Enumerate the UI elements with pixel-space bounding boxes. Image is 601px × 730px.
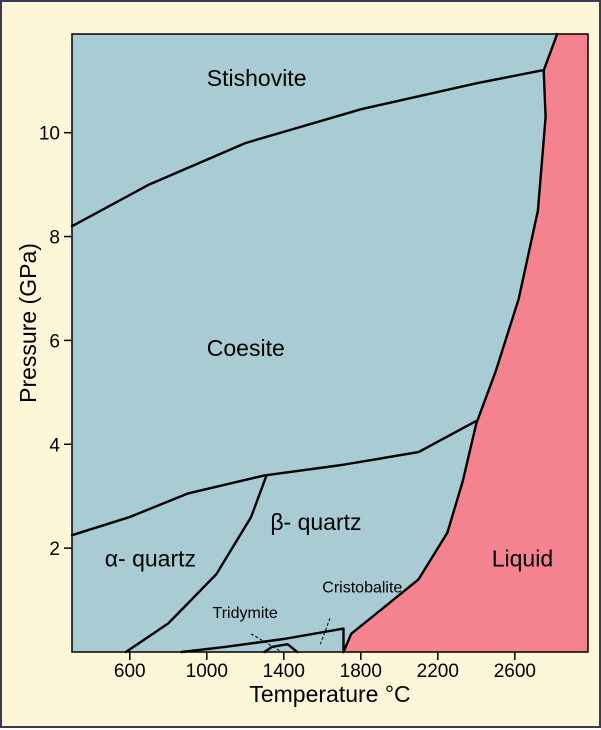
- phase-label-stishovite: Stishovite: [207, 65, 307, 91]
- leader-line-1: [250, 633, 283, 653]
- x-tick-label: 2600: [494, 661, 536, 682]
- boundary-tridymite-cristobalite: [180, 627, 345, 654]
- phase-label-quartz: β- quartz: [270, 509, 361, 535]
- x-tick-label: 1800: [340, 661, 382, 682]
- x-tick-label: 1400: [263, 661, 305, 682]
- plot-border: [71, 33, 589, 653]
- y-tick-label: 8: [49, 228, 60, 249]
- phase-label-cristobalite: Cristobalite: [322, 579, 402, 596]
- phase-label-liquid: Liquid: [492, 545, 553, 571]
- boundary-alpha-beta-quartz: [124, 474, 268, 654]
- x-tick-label: 2200: [417, 661, 459, 682]
- y-tick-label: 10: [39, 124, 60, 145]
- y-axis-title: Pressure (GPa): [15, 243, 41, 403]
- x-tick-label: 1000: [186, 661, 228, 682]
- y-tick-label: 6: [49, 331, 60, 352]
- x-axis-title: Temperature °C: [249, 681, 410, 707]
- phase-label-quartz: α- quartz: [105, 545, 196, 571]
- boundary-tridymite-small: [263, 643, 299, 654]
- phase-label-tridymite: Tridymite: [213, 605, 278, 622]
- y-tick-label: 4: [49, 435, 60, 456]
- liquid-region: [343, 34, 588, 652]
- x-tick-label: 600: [114, 661, 146, 682]
- boundary-coesite-stishovite: [70, 69, 543, 228]
- y-tick-label: 2: [49, 539, 60, 560]
- phase-label-coesite: Coesite: [207, 335, 285, 361]
- boundary-melting-curve: [342, 32, 559, 654]
- boundary-quartz-coesite: [70, 419, 478, 537]
